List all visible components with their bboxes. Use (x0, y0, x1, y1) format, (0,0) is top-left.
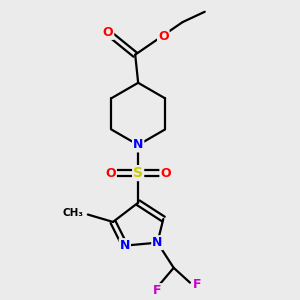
Text: N: N (133, 139, 143, 152)
Text: F: F (153, 284, 162, 297)
Text: O: O (103, 26, 113, 39)
Text: CH₃: CH₃ (62, 208, 83, 218)
Text: O: O (158, 30, 169, 44)
Text: O: O (160, 167, 171, 180)
Text: O: O (105, 167, 116, 180)
Text: F: F (193, 278, 202, 292)
Text: N: N (152, 236, 163, 249)
Text: S: S (133, 166, 143, 180)
Text: N: N (120, 239, 130, 252)
